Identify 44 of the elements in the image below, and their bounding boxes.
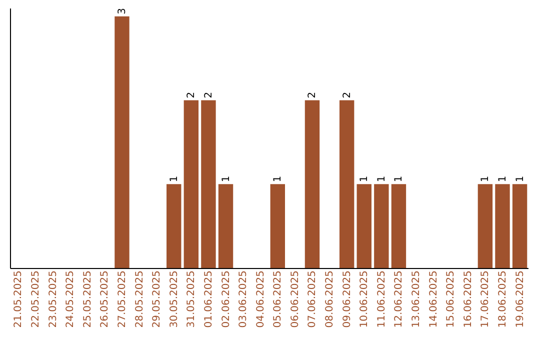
- data-label: 3: [116, 8, 128, 14]
- x-tick-label: 11.06.2025: [376, 270, 388, 328]
- x-tick-label: 27.05.2025: [116, 270, 128, 328]
- data-label: 1: [168, 176, 180, 182]
- x-tick-label: 31.05.2025: [186, 270, 198, 328]
- x-tick-label: 10.06.2025: [359, 270, 370, 328]
- x-tick-label: 12.06.2025: [394, 270, 405, 328]
- x-tick-label: 13.06.2025: [411, 270, 422, 328]
- x-tick-label: 04.06.2025: [255, 270, 266, 328]
- data-label: 1: [359, 176, 370, 182]
- x-tick-label: 18.06.2025: [497, 270, 508, 328]
- x-tick-label: 15.06.2025: [446, 270, 457, 328]
- x-tick-label: 14.06.2025: [428, 270, 440, 328]
- x-tick-label: 08.06.2025: [324, 270, 336, 328]
- data-label: 2: [307, 92, 318, 98]
- x-tick-label: 19.06.2025: [514, 270, 526, 328]
- data-label: 1: [480, 176, 492, 182]
- data-label: 1: [497, 176, 508, 182]
- x-tick-label: 28.05.2025: [134, 270, 146, 328]
- x-tick-label: 22.05.2025: [30, 270, 42, 328]
- data-label: 1: [272, 176, 284, 182]
- x-tick-label: 17.06.2025: [480, 270, 492, 328]
- x-tick-label: 23.05.2025: [48, 270, 59, 328]
- x-tick-label: 30.05.2025: [168, 270, 180, 328]
- data-label: 2: [186, 92, 198, 98]
- x-tick-label: 07.06.2025: [307, 270, 318, 328]
- x-tick-label: 16.06.2025: [462, 270, 474, 328]
- data-label: 1: [514, 176, 526, 182]
- data-label: 1: [376, 176, 388, 182]
- data-label: 2: [342, 92, 353, 98]
- x-tick-label: 03.06.2025: [238, 270, 250, 328]
- x-tick-label: 01.06.2025: [203, 270, 214, 328]
- x-tick-label: 09.06.2025: [342, 270, 353, 328]
- x-tick-label: 29.05.2025: [152, 270, 163, 328]
- data-label: 1: [220, 176, 232, 182]
- x-tick-label: 24.05.2025: [65, 270, 76, 328]
- x-tick-label: 25.05.2025: [82, 270, 94, 328]
- x-tick-label: 02.06.2025: [220, 270, 232, 328]
- data-label: 2: [203, 92, 214, 98]
- x-tick-label: 26.05.2025: [100, 270, 111, 328]
- x-tick-label: 21.05.2025: [13, 270, 24, 328]
- x-tick-label: 05.06.2025: [272, 270, 284, 328]
- x-tick-label: 06.06.2025: [290, 270, 301, 328]
- data-label: 1: [394, 176, 405, 182]
